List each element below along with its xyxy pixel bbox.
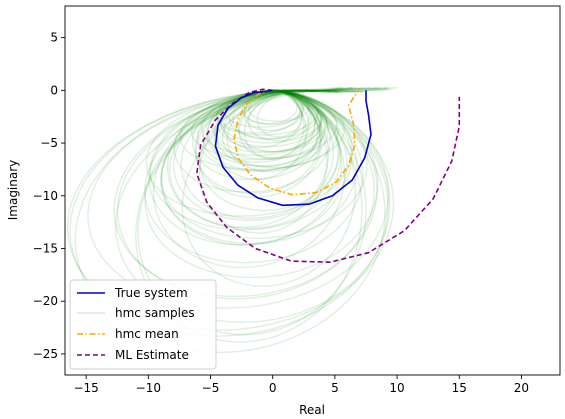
- hmc-sample-line: [198, 87, 381, 234]
- hmc-sample-line: [248, 89, 317, 122]
- hmc-sample-line: [219, 89, 322, 148]
- hmc-sample-line: [173, 87, 354, 193]
- hmc-sample-line: [238, 89, 311, 159]
- hmc-sample-line: [199, 89, 341, 212]
- hmc-sample-line: [202, 89, 329, 172]
- hmc-sample-line: [194, 89, 321, 195]
- hmc-sample-line: [214, 89, 328, 160]
- hmc-sample-line: [219, 86, 389, 144]
- y-tick-label: −25: [33, 347, 58, 361]
- x-tick-label: 5: [331, 381, 339, 395]
- hmc-sample-line: [159, 89, 358, 245]
- hmc-sample-line: [200, 89, 322, 157]
- hmc-sample-line: [228, 86, 352, 140]
- x-tick-label: 15: [452, 381, 467, 395]
- legend-label-hmc-samples: hmc samples: [115, 306, 195, 320]
- hmc-sample-line: [116, 89, 375, 300]
- hmc-sample-line: [215, 87, 379, 168]
- hmc-sample-line: [144, 89, 379, 279]
- x-tick-label: 0: [269, 381, 277, 395]
- hmc-sample-line: [74, 88, 394, 354]
- plot-frame: [64, 5, 561, 376]
- hmc-sample-line: [243, 86, 344, 160]
- legend: True system hmc samples hmc mean ML Esti…: [69, 279, 217, 370]
- x-tick-label: 10: [389, 381, 404, 395]
- legend-label-hmc-mean: hmc mean: [115, 327, 179, 341]
- hmc-sample-line: [172, 89, 339, 222]
- hmc-sample-line: [113, 89, 378, 298]
- hmc-sample-line: [168, 89, 342, 230]
- hmc-sample-line: [243, 89, 306, 125]
- hmc-sample-line: [241, 89, 298, 125]
- x-tick-label: −5: [202, 381, 220, 395]
- hmc-sample-line: [152, 87, 346, 269]
- hmc-sample-line: [137, 88, 388, 336]
- hmc-sample-line: [195, 89, 322, 199]
- hmc-sample-line: [190, 89, 338, 161]
- hmc-sample-line: [221, 89, 348, 169]
- legend-box: [69, 279, 217, 370]
- hmc-sample-line: [217, 89, 303, 149]
- hmc-sample-line: [149, 87, 390, 231]
- legend-label-ml-estimate: ML Estimate: [115, 348, 189, 362]
- y-tick-label: 0: [50, 83, 58, 97]
- y-axis-label: Imaginary: [6, 160, 20, 221]
- hmc-sample-line: [217, 86, 342, 134]
- ml-estimate-line: [196, 88, 461, 263]
- hmc-sample-line: [247, 89, 321, 142]
- hmc-sample-line: [145, 89, 354, 217]
- hmc-sample-line: [206, 89, 326, 167]
- hmc-sample-line: [160, 89, 368, 240]
- hmc-sample-line: [114, 89, 391, 324]
- legend-label-true-system: True system: [114, 286, 188, 300]
- hmc-sample-line: [191, 89, 323, 181]
- hmc-sample-line: [232, 86, 371, 141]
- x-tick-label: −15: [73, 381, 98, 395]
- y-axis: 5 0 −5 −10 −15 −20 −25: [33, 31, 65, 361]
- hmc-sample-line: [134, 89, 363, 343]
- y-tick-label: 5: [50, 31, 58, 45]
- true-system-line: [214, 89, 372, 207]
- y-tick-label: −15: [33, 241, 58, 255]
- hmc-mean-line: [233, 89, 360, 196]
- x-tick-label: 20: [514, 381, 529, 395]
- y-tick-label: −20: [33, 294, 58, 308]
- x-axis: −15 −10 −5 0 5 10 15 20: [73, 375, 529, 395]
- hmc-sample-line: [66, 89, 395, 331]
- hmc-sample-line: [256, 89, 311, 138]
- hmc-sample-line: [69, 89, 389, 337]
- hmc-sample-line: [87, 89, 390, 309]
- hmc-sample-line: [160, 87, 344, 246]
- hmc-sample-line: [237, 86, 353, 153]
- hmc-sample-line: [148, 89, 348, 246]
- series-layer: [196, 88, 461, 263]
- hmc-sample-line: [206, 89, 316, 163]
- x-tick-label: −10: [136, 381, 161, 395]
- hmc-sample-line: [215, 89, 319, 136]
- hmc-sample-line: [223, 89, 303, 128]
- hmc-sample-line: [243, 89, 301, 132]
- hmc-sample-line: [179, 87, 357, 171]
- hmc-sample-line: [166, 87, 362, 229]
- hmc-sample-line: [180, 89, 335, 219]
- hmc-sample-line: [196, 89, 322, 173]
- y-tick-label: −5: [40, 136, 58, 150]
- x-axis-label: Real: [299, 403, 325, 417]
- y-tick-label: −10: [33, 189, 58, 203]
